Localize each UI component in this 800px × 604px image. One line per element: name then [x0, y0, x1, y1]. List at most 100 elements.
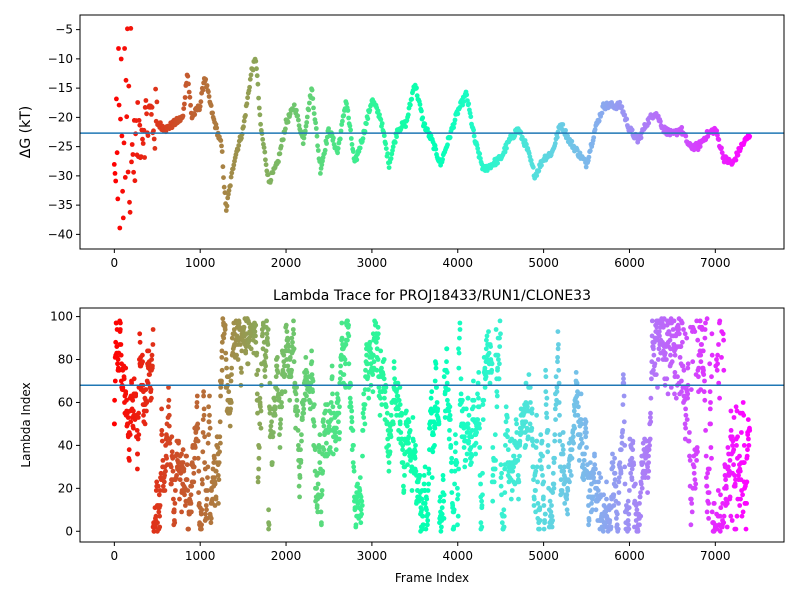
lambda-point	[708, 445, 714, 450]
lambda-point	[717, 513, 723, 519]
lambda-point	[337, 376, 343, 382]
lambda-point	[545, 428, 551, 433]
lambda-point	[404, 423, 410, 429]
lambda-point	[446, 436, 452, 442]
lambda-point	[740, 400, 746, 405]
delta-g-point	[132, 178, 138, 184]
lambda-point	[182, 492, 187, 498]
delta-g-point	[304, 114, 310, 120]
lambda-point	[741, 443, 747, 448]
delta-g-point	[256, 105, 262, 111]
lambda-point	[391, 421, 396, 427]
lambda-point	[134, 428, 140, 433]
delta-g-point	[300, 141, 306, 147]
lambda-point	[255, 410, 260, 416]
delta-g-point	[302, 128, 308, 134]
delta-g-point	[417, 102, 423, 107]
lambda-point	[349, 415, 355, 420]
lambda-point	[496, 357, 501, 362]
lambda-point	[744, 501, 749, 506]
lambda-point	[627, 488, 632, 493]
lambda-point	[144, 400, 150, 405]
delta-g-point	[475, 146, 481, 151]
lambda-point	[425, 522, 430, 528]
delta-g-point	[367, 107, 373, 113]
lambda-point	[377, 412, 383, 418]
lambda-point	[547, 498, 553, 504]
lambda-point	[422, 501, 428, 506]
lambda-point	[651, 346, 656, 352]
lambda-point	[457, 327, 463, 332]
lambda-point	[645, 475, 651, 480]
delta-g-point	[276, 159, 281, 165]
lambda-point	[553, 374, 559, 380]
lambda-point	[537, 518, 543, 523]
lambda-point	[292, 380, 298, 386]
lambda-point	[649, 376, 654, 382]
lambda-point	[207, 393, 212, 399]
lambda-point	[465, 395, 471, 401]
delta-g-point	[455, 111, 461, 117]
delta-g-point	[219, 149, 225, 155]
lambda-point	[455, 496, 460, 502]
delta-g-point	[477, 151, 483, 157]
delta-g-point	[356, 149, 362, 155]
lambda-point	[192, 445, 198, 450]
lambda-point	[614, 516, 619, 521]
lambda-point	[738, 496, 743, 502]
lambda-point	[228, 400, 234, 405]
x-tick-label: 4000	[442, 549, 473, 563]
lambda-y-axis-label: Lambda Index	[19, 382, 33, 467]
lambda-point	[670, 327, 676, 332]
lambda-point	[577, 432, 583, 438]
lambda-point	[516, 496, 521, 502]
lambda-point	[704, 316, 710, 322]
lambda-point	[552, 455, 557, 461]
delta-g-point	[221, 175, 226, 181]
lambda-point	[537, 526, 542, 532]
lambda-point	[550, 470, 556, 476]
lambda-point	[672, 352, 678, 358]
lambda-point	[395, 393, 401, 399]
delta-g-point	[111, 162, 117, 167]
lambda-point	[408, 455, 414, 461]
lambda-point	[669, 359, 675, 365]
lambda-point	[565, 511, 570, 517]
lambda-point	[732, 473, 737, 478]
lambda-point	[629, 477, 635, 483]
delta-g-point	[599, 110, 605, 116]
delta-g-point	[143, 98, 149, 103]
lambda-point	[262, 374, 268, 380]
lambda-point	[618, 470, 624, 476]
lambda-point	[126, 447, 132, 453]
lambda-point	[277, 445, 283, 450]
delta-g-point	[365, 116, 371, 122]
lambda-point	[741, 412, 747, 418]
lambda-point	[604, 479, 609, 485]
lambda-point	[218, 385, 224, 390]
lambda-point	[277, 432, 282, 438]
lambda-point	[469, 460, 474, 465]
lambda-point	[161, 479, 167, 485]
delta-g-point	[257, 112, 263, 118]
delta-g-point	[422, 121, 428, 127]
lambda-point	[359, 503, 365, 508]
delta-g-point	[309, 87, 315, 93]
lambda-point	[282, 389, 288, 395]
lambda-point	[254, 391, 260, 397]
lambda-point	[555, 359, 560, 365]
lambda-point	[729, 434, 735, 440]
delta-g-point	[716, 137, 722, 143]
lambda-point	[501, 524, 507, 530]
delta-g-point	[419, 108, 424, 114]
lambda-point	[514, 430, 520, 435]
lambda-point	[483, 346, 489, 352]
lambda-point	[345, 337, 350, 343]
delta-g-point	[495, 160, 500, 166]
delta-g-point	[304, 120, 310, 125]
lambda-axes-frame	[79, 307, 785, 543]
delta-g-point	[714, 128, 720, 134]
lambda-point	[556, 367, 562, 373]
lambda-point	[373, 320, 379, 326]
delta-g-point	[747, 134, 753, 139]
